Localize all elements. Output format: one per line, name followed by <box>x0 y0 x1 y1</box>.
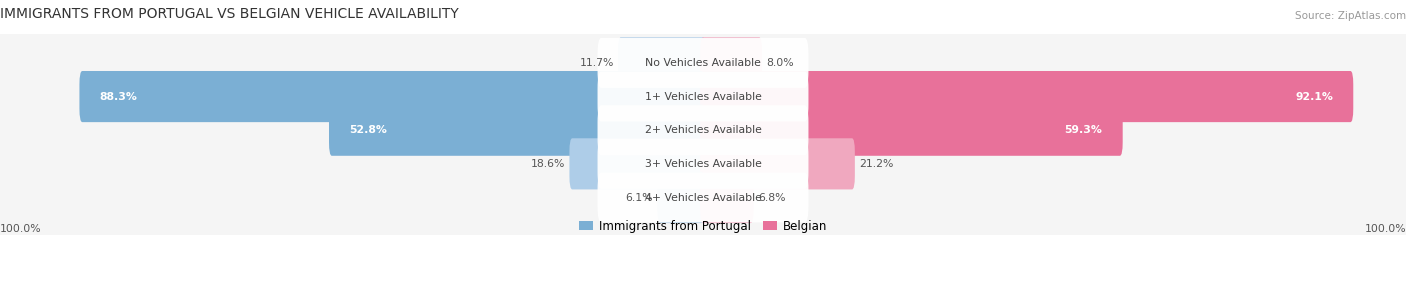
FancyBboxPatch shape <box>700 138 855 189</box>
FancyBboxPatch shape <box>619 37 706 88</box>
FancyBboxPatch shape <box>0 90 1406 170</box>
Text: 59.3%: 59.3% <box>1064 125 1102 135</box>
FancyBboxPatch shape <box>569 138 706 189</box>
Text: Source: ZipAtlas.com: Source: ZipAtlas.com <box>1295 11 1406 21</box>
FancyBboxPatch shape <box>598 105 808 155</box>
Text: 18.6%: 18.6% <box>531 159 565 169</box>
Text: 11.7%: 11.7% <box>579 58 614 68</box>
Text: 1+ Vehicles Available: 1+ Vehicles Available <box>644 92 762 102</box>
FancyBboxPatch shape <box>598 173 808 223</box>
FancyBboxPatch shape <box>79 71 706 122</box>
FancyBboxPatch shape <box>598 139 808 189</box>
FancyBboxPatch shape <box>0 124 1406 204</box>
Text: 3+ Vehicles Available: 3+ Vehicles Available <box>644 159 762 169</box>
FancyBboxPatch shape <box>700 37 762 88</box>
Text: 100.0%: 100.0% <box>1364 225 1406 235</box>
Text: 52.8%: 52.8% <box>350 125 387 135</box>
FancyBboxPatch shape <box>0 57 1406 137</box>
Text: 6.1%: 6.1% <box>626 192 652 202</box>
Text: 21.2%: 21.2% <box>859 159 893 169</box>
FancyBboxPatch shape <box>700 71 1354 122</box>
FancyBboxPatch shape <box>329 105 706 156</box>
Legend: Immigrants from Portugal, Belgian: Immigrants from Portugal, Belgian <box>579 220 827 233</box>
Text: IMMIGRANTS FROM PORTUGAL VS BELGIAN VEHICLE AVAILABILITY: IMMIGRANTS FROM PORTUGAL VS BELGIAN VEHI… <box>0 7 458 21</box>
Text: No Vehicles Available: No Vehicles Available <box>645 58 761 68</box>
Text: 88.3%: 88.3% <box>100 92 138 102</box>
Text: 8.0%: 8.0% <box>766 58 794 68</box>
Text: 100.0%: 100.0% <box>0 225 42 235</box>
FancyBboxPatch shape <box>0 158 1406 238</box>
FancyBboxPatch shape <box>657 172 706 223</box>
FancyBboxPatch shape <box>0 23 1406 103</box>
Text: 6.8%: 6.8% <box>758 192 786 202</box>
Text: 92.1%: 92.1% <box>1295 92 1333 102</box>
FancyBboxPatch shape <box>700 105 1123 156</box>
FancyBboxPatch shape <box>598 72 808 122</box>
FancyBboxPatch shape <box>598 38 808 88</box>
Text: 2+ Vehicles Available: 2+ Vehicles Available <box>644 125 762 135</box>
Text: 4+ Vehicles Available: 4+ Vehicles Available <box>644 192 762 202</box>
FancyBboxPatch shape <box>700 172 754 223</box>
